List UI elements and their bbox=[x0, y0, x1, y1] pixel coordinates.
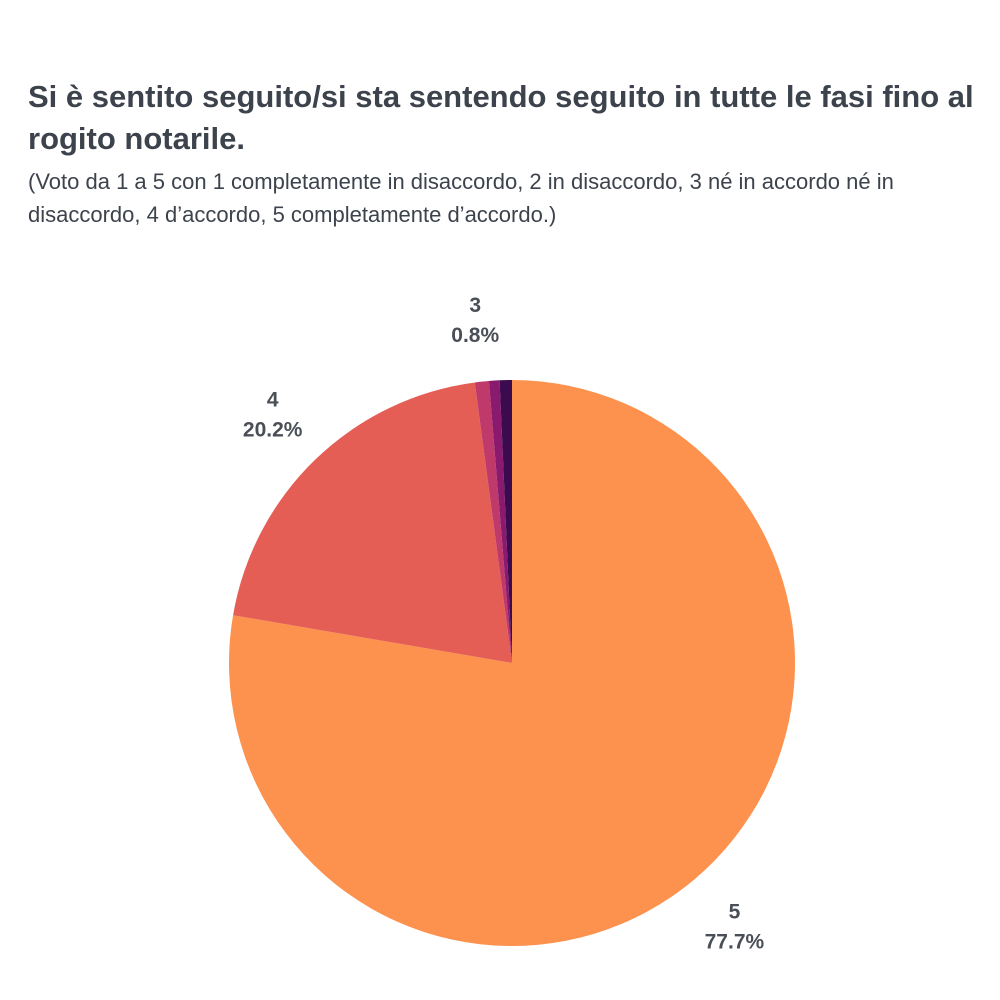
pie-slice-3 bbox=[474, 380, 512, 663]
slice-category-label: 5 bbox=[729, 901, 741, 924]
chart-subtitle: (Voto da 1 a 5 con 1 completamente in di… bbox=[28, 169, 894, 227]
pie-labels: 5 77.7% 4 20.2% 3 0.8% bbox=[243, 294, 765, 954]
slice-value-label: 0.8% bbox=[451, 324, 499, 347]
slice-label-4: 4 20.2% bbox=[243, 388, 303, 441]
pie-slice-1 bbox=[499, 380, 512, 663]
chart-title: Si è sentito seguito/si sta sentendo seg… bbox=[28, 79, 974, 156]
slice-category-label: 4 bbox=[267, 388, 279, 411]
slice-label-5: 5 77.7% bbox=[705, 901, 765, 954]
pie-slice-4 bbox=[233, 382, 513, 663]
slice-value-label: 20.2% bbox=[243, 418, 303, 441]
pie-slice-2 bbox=[488, 380, 512, 663]
pie-slices bbox=[229, 380, 796, 946]
slice-value-label: 77.7% bbox=[705, 931, 765, 954]
slice-label-3: 3 0.8% bbox=[451, 294, 499, 347]
slice-category-label: 3 bbox=[469, 294, 481, 317]
